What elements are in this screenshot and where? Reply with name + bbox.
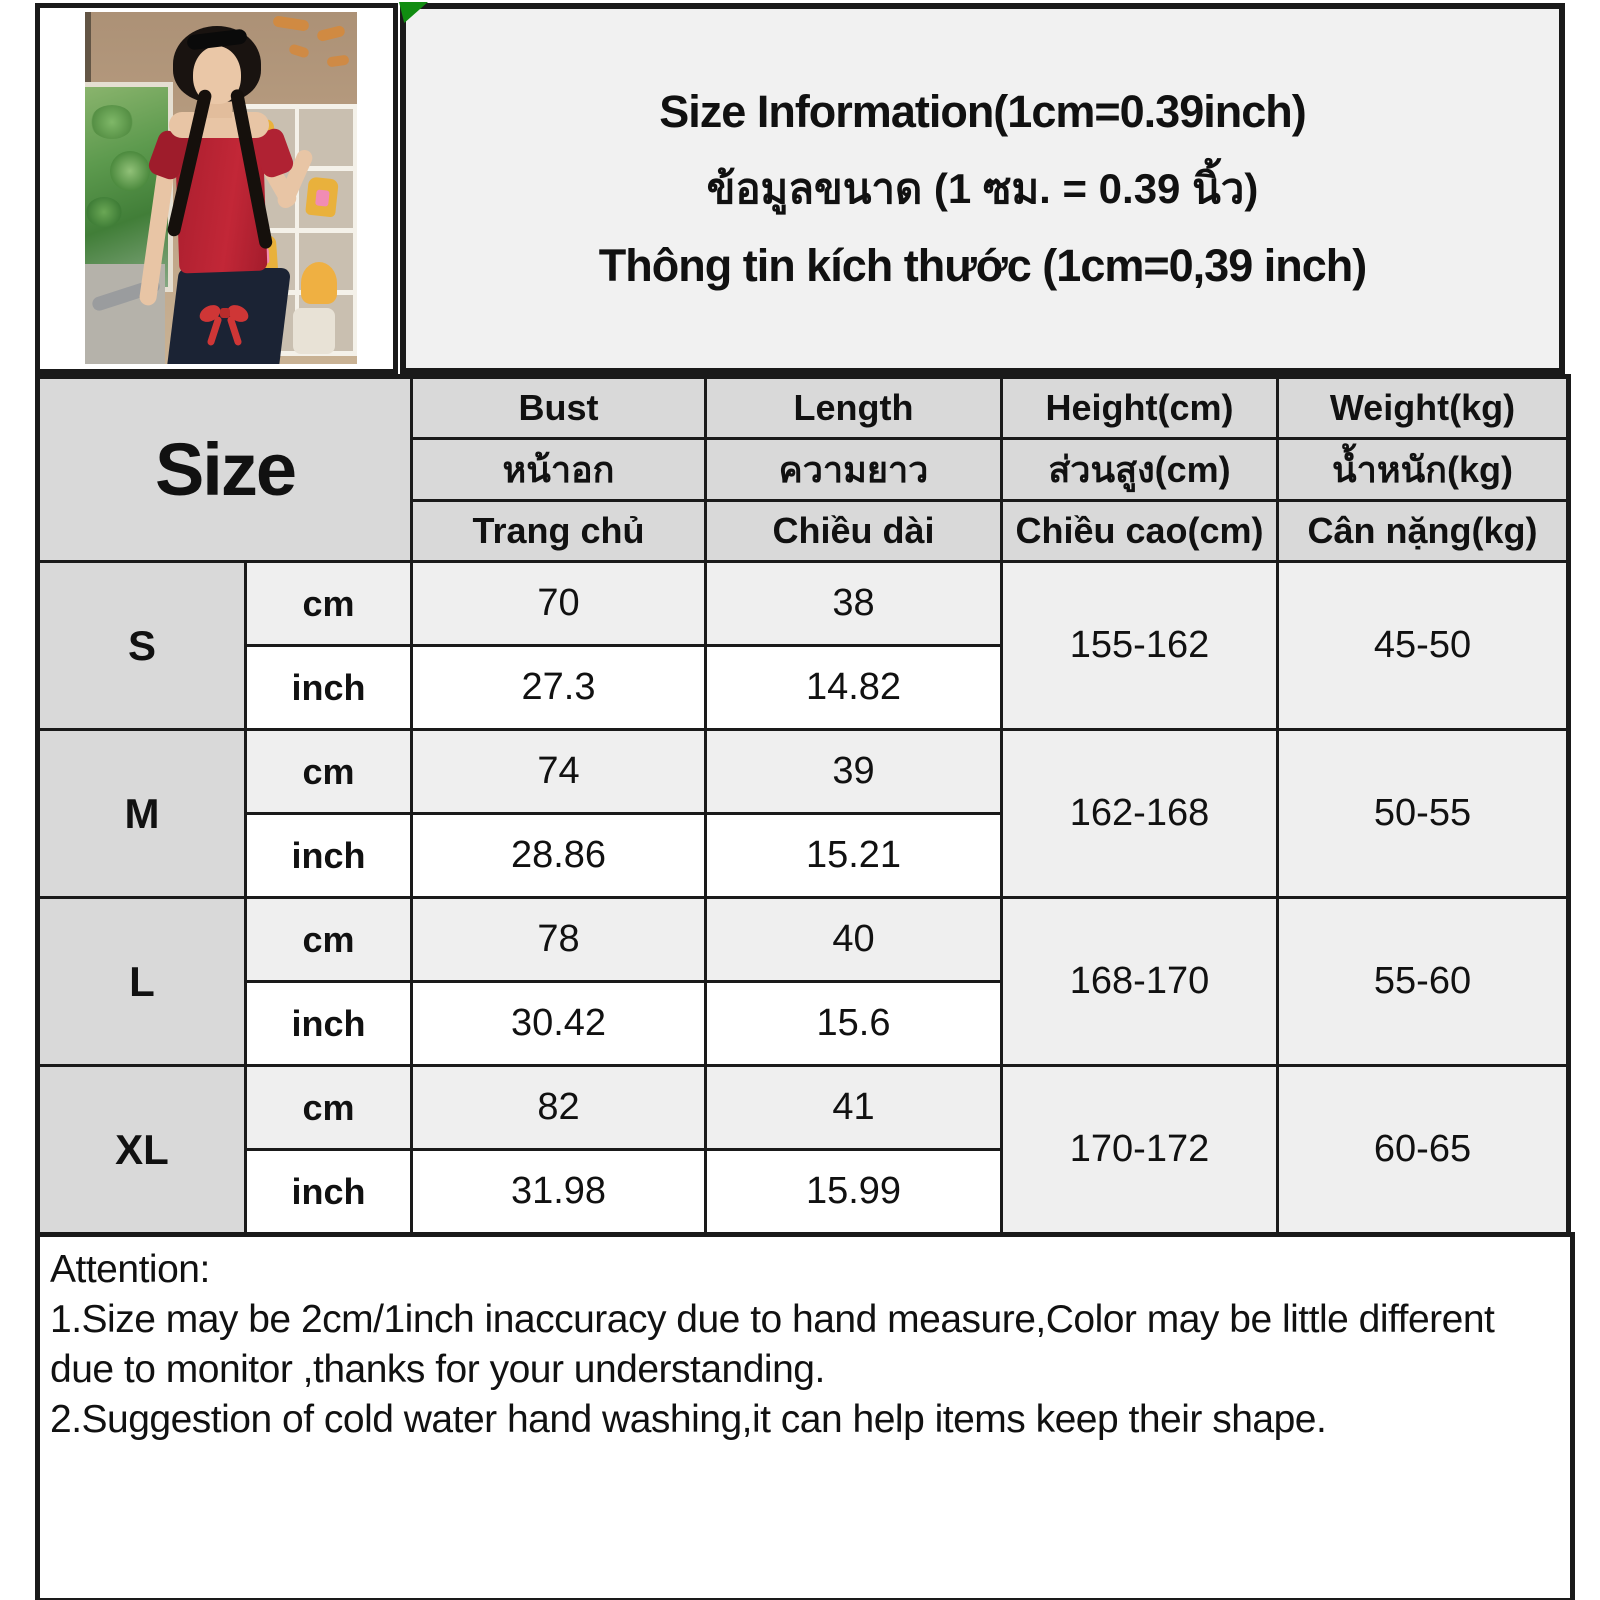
attention-heading: Attention: [50, 1248, 210, 1291]
col-header-weight-th: น้ำหนัก(kg) [1279, 440, 1566, 499]
product-photo-box [35, 3, 398, 374]
bust-cm-value: 82 [413, 1067, 704, 1148]
bust-cm-value: 78 [413, 899, 704, 980]
length-cm-value: 41 [707, 1067, 1000, 1148]
size-label: S [40, 563, 244, 728]
col-header-length-th: ความยาว [707, 440, 1000, 499]
shelf-item-pot [301, 262, 337, 304]
size-label: L [40, 899, 244, 1064]
photo-foliage [90, 105, 134, 139]
length-inch-value: 15.21 [707, 815, 1000, 896]
col-header-length-en: Length [707, 379, 1000, 437]
length-inch-value: 14.82 [707, 647, 1000, 728]
bust-inch-value: 27.3 [413, 647, 704, 728]
unit-label-cm: cm [247, 563, 410, 644]
size-header: Size [40, 379, 410, 560]
col-header-bust-vi: Trang chủ [413, 502, 704, 560]
length-cm-value: 40 [707, 899, 1000, 980]
height-value: 162-168 [1003, 731, 1276, 896]
weight-value: 60-65 [1279, 1067, 1566, 1232]
size-label: XL [40, 1067, 244, 1232]
unit-label-cm: cm [247, 899, 410, 980]
attention-line: due to monitor ,thanks for your understa… [50, 1348, 825, 1391]
weight-value: 50-55 [1279, 731, 1566, 896]
unit-label-inch: inch [247, 815, 410, 896]
col-header-height-en: Height(cm) [1003, 379, 1276, 437]
attention-line: 2.Suggestion of cold water hand washing,… [50, 1398, 1327, 1441]
weight-value: 45-50 [1279, 563, 1566, 728]
photo-wall-sign [287, 43, 311, 59]
height-value: 170-172 [1003, 1067, 1276, 1232]
length-cm-value: 39 [707, 731, 1000, 812]
bust-inch-value: 30.42 [413, 983, 704, 1064]
unit-label-cm: cm [247, 731, 410, 812]
col-header-length-vi: Chiều dài [707, 502, 1000, 560]
col-header-bust-en: Bust [413, 379, 704, 437]
height-value: 168-170 [1003, 899, 1276, 1064]
shelf-post [353, 104, 357, 356]
bust-cm-value: 74 [413, 731, 704, 812]
bust-inch-value: 28.86 [413, 815, 704, 896]
photo-waist-bow [196, 300, 253, 347]
bust-inch-value: 31.98 [413, 1151, 704, 1232]
photo-foliage [110, 151, 150, 191]
shelf-item-jar [293, 308, 335, 354]
title-english: Size Information(1cm=0.39inch) [659, 85, 1306, 137]
attention-notes: Attention: 1.Size may be 2cm/1inch inacc… [35, 1232, 1575, 1600]
col-header-height-th: ส่วนสูง(cm) [1003, 440, 1276, 499]
title-box: Size Information(1cm=0.39inch) ข้อมูลขนา… [400, 3, 1565, 374]
attention-line: 1.Size may be 2cm/1inch inaccuracy due t… [50, 1298, 1495, 1341]
length-inch-value: 15.6 [707, 983, 1000, 1064]
shelf-post [295, 104, 299, 356]
title-vietnamese: Thông tin kích thước (1cm=0,39 inch) [598, 239, 1367, 291]
product-photo [85, 12, 357, 364]
unit-label-inch: inch [247, 647, 410, 728]
photo-wall-sign [316, 24, 346, 43]
col-header-weight-en: Weight(kg) [1279, 379, 1566, 437]
photo-wall-sign [326, 54, 350, 68]
size-label: M [40, 731, 244, 896]
length-inch-value: 15.99 [707, 1151, 1000, 1232]
shelf-item-bag [305, 176, 339, 218]
photo-foliage [86, 197, 122, 227]
col-header-height-vi: Chiều cao(cm) [1003, 502, 1276, 560]
height-value: 155-162 [1003, 563, 1276, 728]
photo-wall-sign [272, 15, 310, 32]
size-table: Size Bust Length Height(cm) Weight(kg) ห… [35, 374, 1571, 1237]
bust-cm-value: 70 [413, 563, 704, 644]
length-cm-value: 38 [707, 563, 1000, 644]
col-header-bust-th: หน้าอก [413, 440, 704, 499]
unit-label-cm: cm [247, 1067, 410, 1148]
title-thai: ข้อมูลขนาด (1 ซม. = 0.39 นิ้ว) [706, 164, 1259, 212]
weight-value: 55-60 [1279, 899, 1566, 1064]
unit-label-inch: inch [247, 1151, 410, 1232]
unit-label-inch: inch [247, 983, 410, 1064]
col-header-weight-vi: Cân nặng(kg) [1279, 502, 1566, 560]
